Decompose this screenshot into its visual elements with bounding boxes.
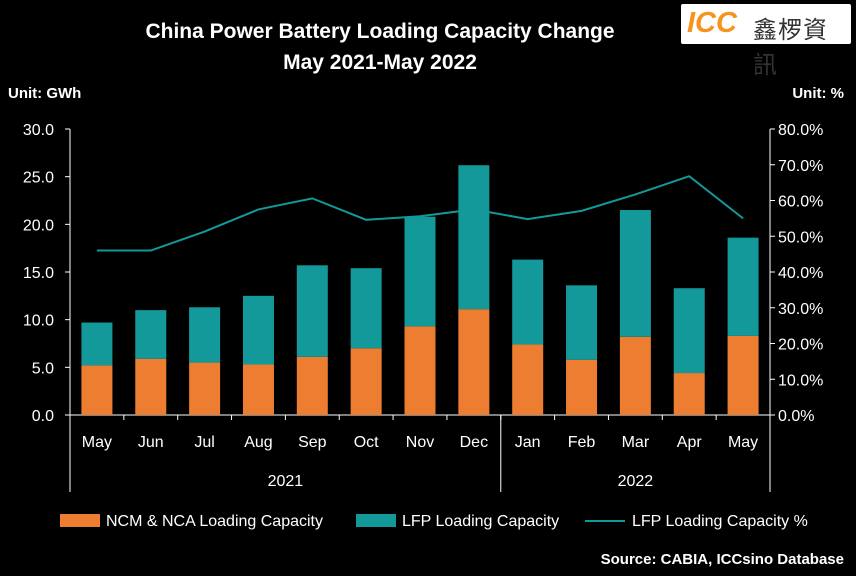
iccsino-logo: ICC 鑫椤資訊 [681, 4, 851, 79]
bar-ncm-nca [673, 373, 705, 415]
x-tick-label: Oct [354, 434, 379, 451]
bar-ncm-nca [135, 358, 167, 415]
x-tick-label: Jun [138, 434, 164, 451]
bar-lfp [81, 322, 113, 366]
bar-lfp [350, 268, 382, 349]
bar-ncm-nca [296, 356, 328, 415]
x-tick-label: May [728, 434, 758, 451]
left-tick-label: 15.0 [23, 265, 54, 282]
bar-lfp [727, 237, 759, 336]
legend-label-lfp: LFP Loading Capacity [402, 513, 559, 530]
left-tick-label: 30.0 [23, 122, 54, 139]
left-tick-label: 5.0 [32, 360, 54, 377]
left-tick-label: 25.0 [23, 170, 54, 187]
right-tick-label: 30.0% [778, 301, 823, 318]
right-tick-label: 80.0% [778, 122, 823, 139]
x-tick-label: Aug [244, 434, 272, 451]
bar-ncm-nca [350, 348, 382, 415]
bar-ncm-nca [566, 359, 598, 415]
legend-label-lfp-percent: LFP Loading Capacity % [632, 513, 808, 530]
x-tick-label: May [82, 434, 112, 451]
right-tick-label: 70.0% [778, 158, 823, 175]
left-tick-label: 10.0 [23, 313, 54, 330]
right-tick-label: 40.0% [778, 265, 823, 282]
bar-lfp [566, 285, 598, 360]
x-tick-label: Apr [677, 434, 703, 451]
legend-label-ncm-nca: NCM & NCA Loading Capacity [106, 513, 323, 530]
right-axis-unit: Unit: % [792, 85, 844, 102]
bar-ncm-nca [189, 362, 221, 415]
legend-swatch-lfp [356, 514, 396, 527]
chart-subtitle: May 2021-May 2022 [283, 51, 477, 74]
right-tick-label: 0.0% [778, 408, 814, 425]
x-tick-label: Sep [298, 434, 327, 451]
x-tick-label: Jul [194, 434, 214, 451]
bar-lfp [512, 259, 544, 345]
year-group-label: 2022 [618, 473, 654, 490]
left-tick-label: 20.0 [23, 217, 54, 234]
bar-ncm-nca [242, 364, 274, 415]
left-tick-label: 0.0 [32, 408, 54, 425]
bar-ncm-nca [81, 365, 113, 415]
left-axis-unit: Unit: GWh [8, 85, 82, 102]
x-tick-label: Jan [515, 434, 541, 451]
right-tick-label: 50.0% [778, 229, 823, 246]
logo-chinese-text: 鑫椤資訊 [753, 16, 828, 79]
bar-ncm-nca [404, 326, 436, 415]
logo-icc-text: ICC [687, 7, 737, 39]
year-group-label: 2021 [268, 473, 304, 490]
x-tick-label: Mar [622, 434, 650, 451]
bar-lfp [296, 265, 328, 357]
legend-swatch-ncm-nca [60, 514, 100, 527]
right-tick-label: 20.0% [778, 337, 823, 354]
x-tick-label: Feb [568, 434, 596, 451]
bar-lfp [189, 307, 221, 363]
bar-lfp [673, 288, 705, 374]
bar-lfp [404, 216, 436, 327]
right-tick-label: 10.0% [778, 372, 823, 389]
bar-ncm-nca [727, 335, 759, 415]
bar-lfp [458, 165, 490, 310]
bar-lfp [242, 295, 274, 365]
bar-lfp [619, 210, 651, 337]
right-tick-label: 60.0% [778, 194, 823, 211]
bar-lfp [135, 310, 167, 359]
chart-title: China Power Battery Loading Capacity Cha… [145, 20, 615, 43]
bar-ncm-nca [619, 336, 651, 415]
x-tick-label: Nov [406, 434, 434, 451]
bar-ncm-nca [458, 309, 490, 415]
source-note: Source: CABIA, ICCsino Database [600, 551, 844, 568]
x-tick-label: Dec [460, 434, 488, 451]
bar-ncm-nca [512, 344, 544, 415]
